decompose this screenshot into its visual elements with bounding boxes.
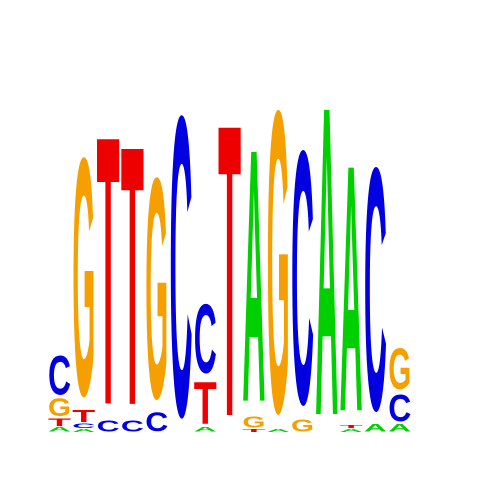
logo-column-15: ACG bbox=[388, 336, 411, 434]
logo-letter-c: C bbox=[364, 97, 387, 480]
logo-column-3: CT bbox=[97, 56, 120, 480]
logo-column-7: ATC bbox=[194, 285, 217, 437]
logo-column-10: AG bbox=[267, 21, 290, 480]
logo-letter-g: G bbox=[145, 114, 168, 465]
logo-letter-t: T bbox=[218, 37, 241, 480]
logo-letter-c: C bbox=[48, 344, 71, 407]
logo-letter-t: T bbox=[242, 428, 266, 433]
logo-letter-c: C bbox=[121, 418, 144, 435]
logo-letter-g: G bbox=[72, 88, 95, 467]
logo-column-6: C bbox=[170, 28, 193, 480]
logo-column-8: T bbox=[218, 37, 241, 480]
logo-letter-c: C bbox=[291, 77, 314, 480]
logo-letter-t: T bbox=[48, 416, 71, 428]
logo-letter-a: A bbox=[267, 428, 290, 433]
logo-column-11: GC bbox=[291, 77, 314, 480]
logo-letter-a: A bbox=[340, 92, 363, 480]
logo-letter-a: A bbox=[242, 75, 265, 478]
logo-letter-a: A bbox=[340, 428, 363, 433]
logo-letter-g: G bbox=[388, 336, 411, 402]
logo-letter-a: A bbox=[364, 422, 387, 435]
logo-letter-c: C bbox=[388, 388, 411, 430]
logo-letter-a: A bbox=[72, 428, 95, 433]
logo-letter-t: T bbox=[194, 370, 217, 437]
logo-letter-c: C bbox=[72, 422, 95, 430]
logo-letter-t: T bbox=[97, 56, 120, 480]
logo-letter-g: G bbox=[291, 416, 314, 436]
logo-letter-a: A bbox=[315, 15, 338, 480]
logo-letter-t: T bbox=[121, 69, 144, 480]
logo-letter-g: G bbox=[242, 414, 265, 431]
logo-letter-t: T bbox=[340, 424, 364, 429]
logo-column-5: CG bbox=[145, 114, 168, 465]
logo-letter-c: C bbox=[145, 407, 168, 437]
logo-column-13: ATA bbox=[340, 92, 364, 480]
logo-letter-c: C bbox=[194, 285, 217, 394]
logo-letter-a: A bbox=[388, 422, 411, 435]
logo-letter-c: C bbox=[97, 418, 120, 435]
logo-letter-a: A bbox=[194, 426, 217, 434]
logo-letter-g: G bbox=[48, 394, 71, 422]
logo-column-12: A bbox=[315, 15, 338, 480]
logo-letter-t: T bbox=[72, 406, 95, 426]
logo-letter-g: G bbox=[267, 21, 290, 480]
logo-letter-a: A bbox=[48, 426, 71, 434]
logo-column-4: CT bbox=[121, 69, 144, 480]
logo-column-9: TGA bbox=[242, 75, 266, 478]
logo-letter-c: C bbox=[170, 28, 193, 480]
logo-column-14: AC bbox=[364, 97, 387, 480]
